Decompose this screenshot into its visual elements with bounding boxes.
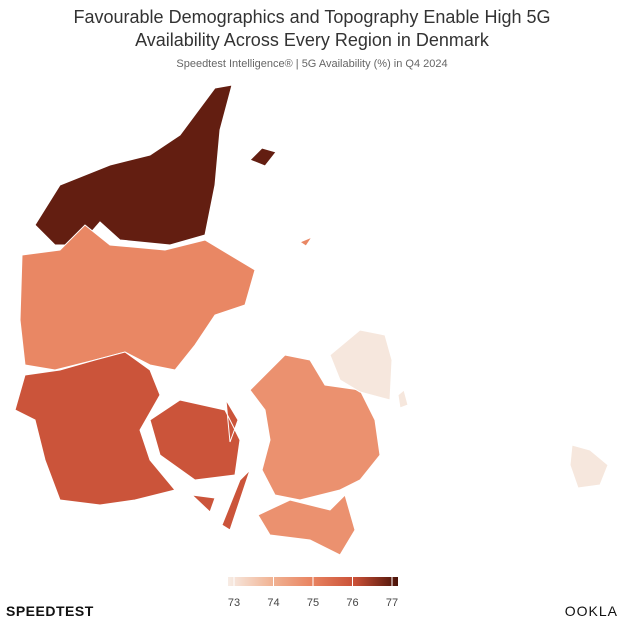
brand-logo: OOKLA [564, 603, 618, 619]
region [34, 84, 277, 246]
map-title: Favourable Demographics and Topography E… [73, 7, 551, 50]
legend-tick-label: 74 [267, 597, 279, 609]
legend-tick-label: 77 [386, 597, 398, 609]
region [14, 351, 251, 531]
region [19, 224, 314, 371]
map-subtitle: Speedtest Intelligence® | 5G Availabilit… [176, 58, 448, 70]
legend-tick-label: 73 [228, 597, 240, 609]
legend-tick-label: 75 [307, 597, 319, 609]
legend-tick-label: 76 [346, 597, 358, 609]
region [249, 354, 381, 556]
brand-logo: SPEEDTEST [6, 603, 94, 619]
region [329, 329, 609, 489]
